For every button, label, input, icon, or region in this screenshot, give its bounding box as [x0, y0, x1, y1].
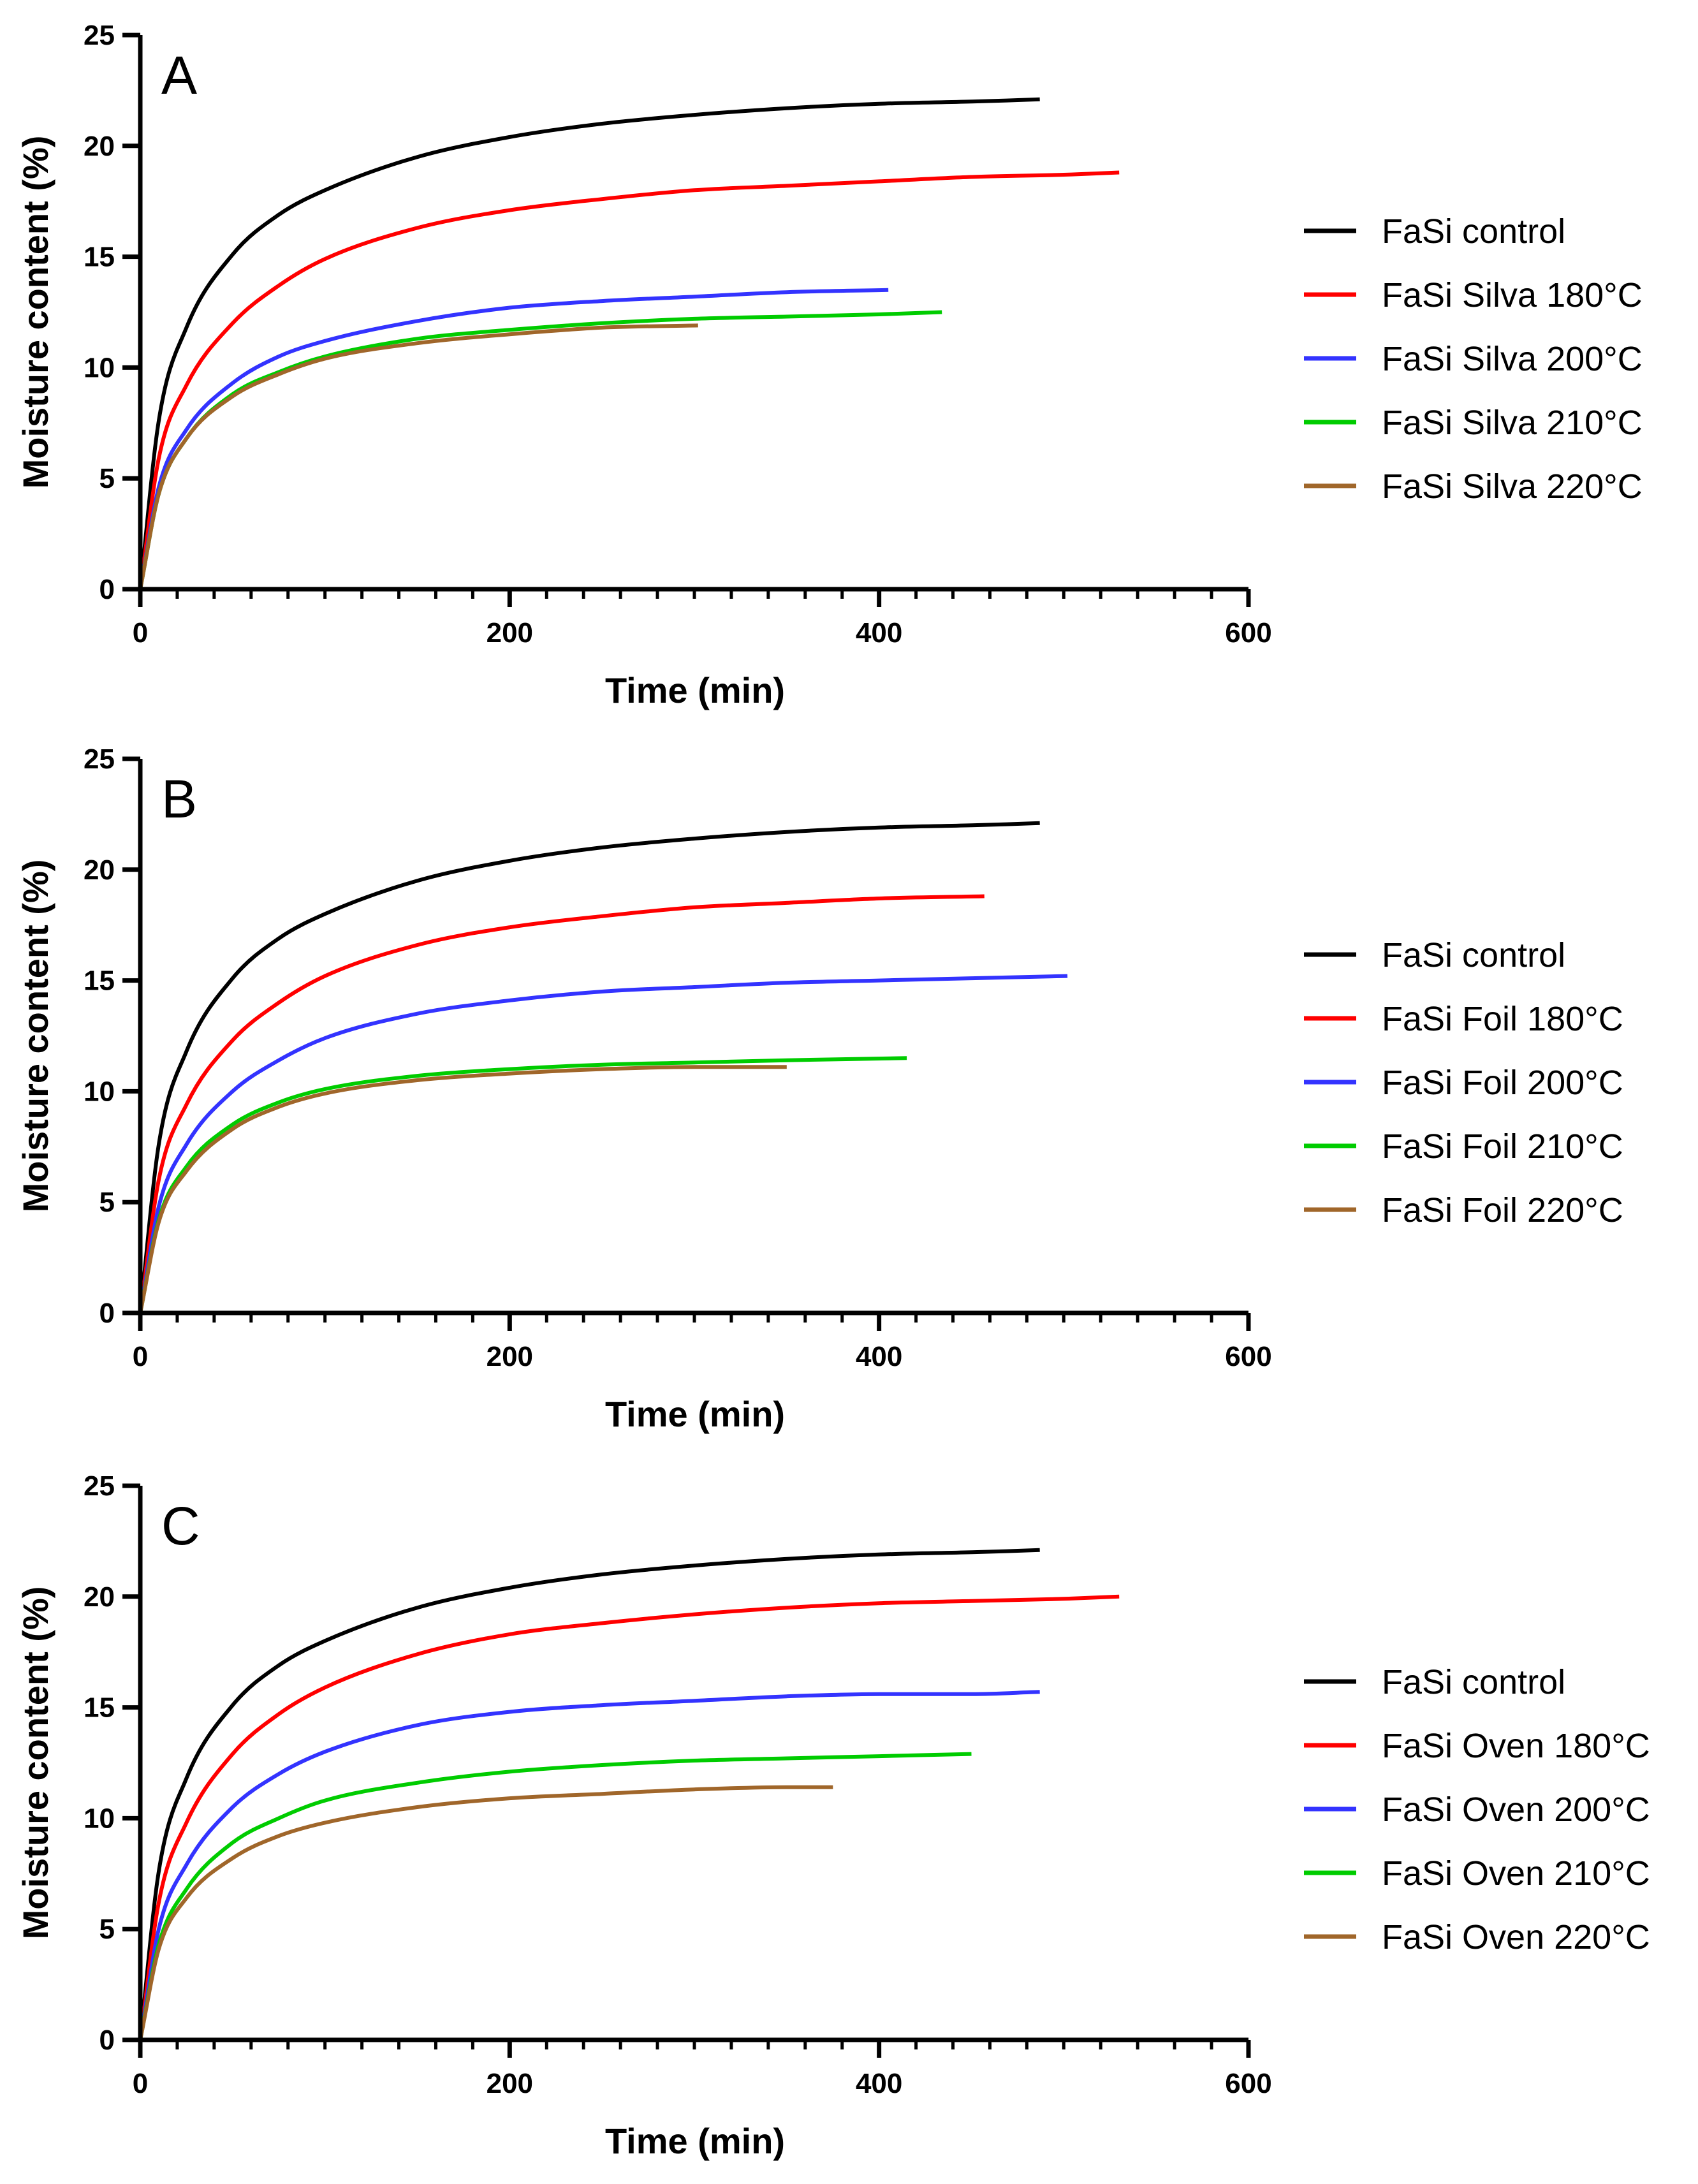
legend-label: FaSi Foil 180°C — [1382, 1000, 1623, 1038]
series-line — [138, 1056, 907, 1314]
legend-label: FaSi Oven 200°C — [1382, 1791, 1650, 1829]
legend-label: FaSi control — [1382, 212, 1565, 251]
y-tick-label: 10 — [84, 352, 115, 383]
series-line — [138, 1548, 1040, 2041]
x-tick-label: 400 — [856, 2068, 902, 2099]
series-line — [138, 974, 1068, 1314]
series-line — [138, 1594, 1120, 2041]
x-axis-title: Time (min) — [605, 1394, 785, 1434]
x-tick-label: 0 — [133, 1341, 148, 1372]
legend: FaSi control FaSi Foil 180°C FaSi Foil 2… — [1304, 936, 1623, 1229]
x-tick-label: 600 — [1225, 1341, 1271, 1372]
x-tick-label: 400 — [856, 617, 902, 649]
series-line — [138, 1065, 787, 1314]
y-tick-label: 0 — [99, 1298, 115, 1329]
y-tick-label: 0 — [99, 2025, 115, 2056]
x-tick-label: 0 — [133, 2068, 148, 2099]
x-axis-title: Time (min) — [605, 2121, 785, 2161]
y-tick-label: 20 — [84, 1581, 115, 1613]
legend-label: FaSi control — [1382, 936, 1565, 974]
y-tick-label: 25 — [84, 20, 115, 51]
y-tick-label: 10 — [84, 1076, 115, 1107]
series-line — [138, 1690, 1040, 2041]
legend-label: FaSi Oven 180°C — [1382, 1727, 1650, 1765]
legend-label: FaSi Silva 180°C — [1382, 276, 1643, 314]
series-line — [138, 97, 1040, 590]
panel-label: C — [161, 1496, 200, 1556]
series-line — [138, 310, 942, 590]
axis-ticks — [122, 756, 1251, 1331]
series-line — [138, 323, 698, 590]
y-tick-label: 20 — [84, 131, 115, 162]
panel-label: B — [161, 769, 197, 829]
series-line — [138, 821, 1040, 1314]
y-tick-label: 20 — [84, 854, 115, 886]
series-line — [138, 1752, 972, 2041]
legend: FaSi control FaSi Oven 180°C FaSi Oven 2… — [1304, 1663, 1650, 1956]
series-line — [138, 170, 1120, 590]
y-tick-label: 5 — [99, 463, 115, 494]
series-line — [138, 894, 984, 1314]
series-line — [138, 288, 889, 590]
x-tick-label: 200 — [487, 2068, 533, 2099]
y-tick-label: 15 — [84, 1692, 115, 1724]
y-tick-label: 15 — [84, 242, 115, 273]
series-line — [138, 1785, 833, 2041]
y-tick-label: 0 — [99, 574, 115, 605]
y-tick-label: 5 — [99, 1914, 115, 1945]
x-tick-label: 200 — [487, 1341, 533, 1372]
legend-label: FaSi Oven 210°C — [1382, 1854, 1650, 1893]
y-axis-title: Moisture content (%) — [15, 860, 55, 1213]
x-tick-label: 0 — [133, 617, 148, 649]
plot-lines — [138, 821, 1068, 1314]
legend-label: FaSi Foil 210°C — [1382, 1127, 1623, 1166]
x-tick-label: 600 — [1225, 617, 1271, 649]
y-tick-label: 25 — [84, 1470, 115, 1502]
legend-label: FaSi Silva 220°C — [1382, 467, 1643, 506]
y-tick-label: 10 — [84, 1803, 115, 1834]
chart-panel-b: 0 200 400 600 0 5 10 15 20 25 Time (min)… — [15, 744, 1623, 1434]
y-tick-label: 15 — [84, 965, 115, 997]
legend-label: FaSi Silva 200°C — [1382, 340, 1643, 378]
y-tick-label: 25 — [84, 744, 115, 775]
x-tick-label: 400 — [856, 1341, 902, 1372]
legend-label: FaSi Foil 220°C — [1382, 1191, 1623, 1229]
y-axis-title: Moisture content (%) — [15, 136, 55, 489]
chart-panel-c: 0 200 400 600 0 5 10 15 20 25 Time (min)… — [15, 1470, 1650, 2161]
chart-panel-a: 0 200 400 600 0 5 10 15 20 25 Time (min)… — [15, 20, 1643, 710]
plot-lines — [138, 1548, 1120, 2041]
legend-label: FaSi Oven 220°C — [1382, 1918, 1650, 1956]
legend-label: FaSi Foil 200°C — [1382, 1064, 1623, 1102]
axis-ticks — [122, 33, 1251, 607]
panel-label: A — [161, 45, 197, 105]
y-tick-label: 5 — [99, 1187, 115, 1218]
plot-lines — [138, 97, 1120, 590]
x-tick-label: 200 — [487, 617, 533, 649]
y-axis-title: Moisture content (%) — [15, 1587, 55, 1940]
x-tick-label: 600 — [1225, 2068, 1271, 2099]
axis-ticks — [122, 1483, 1251, 2058]
legend: FaSi control FaSi Silva 180°C FaSi Silva… — [1304, 212, 1643, 506]
legend-label: FaSi Silva 210°C — [1382, 404, 1643, 442]
legend-label: FaSi control — [1382, 1663, 1565, 1701]
x-axis-title: Time (min) — [605, 670, 785, 710]
